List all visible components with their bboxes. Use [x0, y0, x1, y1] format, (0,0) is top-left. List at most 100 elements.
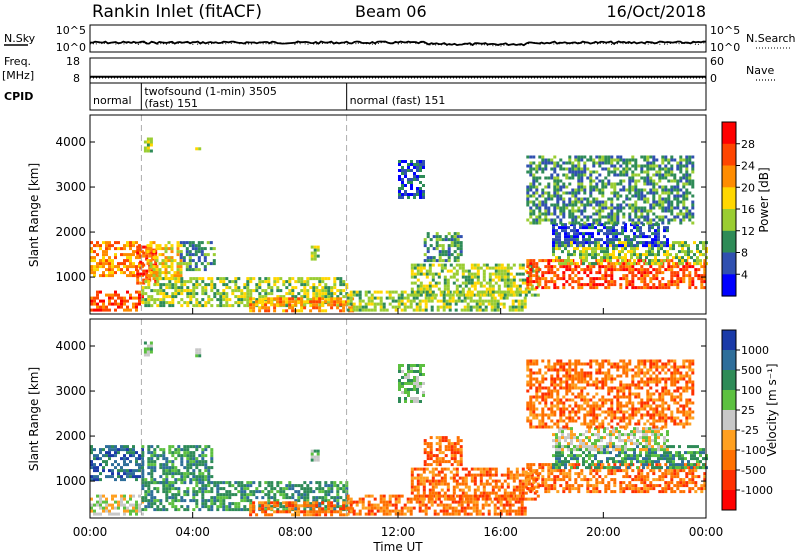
data-cell [550, 469, 553, 472]
data-cell [682, 159, 685, 162]
data-cell [672, 256, 675, 259]
data-cell [451, 253, 454, 256]
data-cell [457, 253, 460, 256]
data-cell [574, 222, 577, 225]
data-cell [640, 207, 643, 210]
data-cell [694, 286, 697, 289]
data-cell [458, 510, 461, 513]
data-cell [604, 177, 607, 180]
data-cell [501, 291, 504, 294]
data-cell [270, 496, 273, 499]
data-cell [252, 303, 255, 306]
data-cell [670, 271, 673, 274]
data-cell [419, 193, 422, 196]
data-cell [168, 301, 171, 304]
data-cell [258, 309, 261, 312]
data-cell [556, 207, 559, 210]
data-cell [99, 265, 102, 268]
data-cell [667, 162, 670, 165]
data-cell [682, 192, 685, 195]
data-cell [234, 481, 237, 484]
data-cell [550, 487, 553, 490]
data-cell [273, 309, 276, 312]
data-cell [624, 247, 627, 250]
data-cell [580, 171, 583, 174]
data-cell [330, 481, 333, 484]
data-cell [404, 184, 407, 187]
data-cell [678, 256, 681, 259]
data-cell [246, 295, 249, 298]
data-cell [567, 235, 570, 238]
data-cell [613, 216, 616, 219]
data-cell [144, 484, 147, 487]
data-cell [494, 510, 497, 513]
data-cell [649, 286, 652, 289]
data-cell [541, 201, 544, 204]
data-cell [317, 459, 320, 462]
data-cell [315, 513, 318, 516]
data-cell [210, 490, 213, 493]
data-cell [171, 265, 174, 268]
data-cell [99, 463, 102, 466]
data-cell [144, 496, 147, 499]
data-cell [510, 285, 513, 288]
data-cell [114, 495, 117, 498]
data-cell [628, 189, 631, 192]
data-cell [171, 247, 174, 250]
data-cell [243, 304, 246, 307]
data-cell [411, 270, 414, 273]
data-cell [105, 445, 108, 448]
data-cell [374, 306, 377, 309]
data-cell [386, 291, 389, 294]
data-cell [512, 303, 515, 306]
data-cell [664, 283, 667, 286]
data-cell [111, 469, 114, 472]
data-cell [640, 189, 643, 192]
data-cell [129, 244, 132, 247]
data-cell [102, 253, 105, 256]
data-cell [171, 295, 174, 298]
data-cell [315, 303, 318, 306]
data-cell [273, 501, 276, 504]
data-cell [291, 300, 294, 303]
data-cell [535, 165, 538, 168]
data-cell [558, 235, 561, 238]
data-cell [455, 309, 458, 312]
data-cell [108, 303, 111, 306]
data-cell [165, 256, 168, 259]
data-cell [201, 304, 204, 307]
data-cell [318, 487, 321, 490]
data-cell [407, 169, 410, 172]
data-cell [426, 291, 429, 294]
data-cell [306, 277, 309, 280]
data-cell [660, 247, 663, 250]
data-cell [583, 171, 586, 174]
data-cell [532, 478, 535, 481]
nave-label: Nave [746, 64, 774, 77]
data-cell [529, 487, 532, 490]
data-cell [171, 505, 174, 508]
data-cell [195, 457, 198, 460]
data-cell [389, 504, 392, 507]
data-cell [383, 306, 386, 309]
data-cell [699, 259, 702, 262]
data-cell [625, 162, 628, 165]
data-cell [111, 472, 114, 475]
data-cell [558, 256, 561, 259]
data-cell [102, 300, 105, 303]
data-cell [574, 159, 577, 162]
data-cell [691, 183, 694, 186]
data-cell [114, 478, 117, 481]
data-cell [574, 156, 577, 159]
data-cell [153, 451, 156, 454]
data-cell [123, 303, 126, 306]
data-cell [521, 300, 524, 303]
data-cell [696, 256, 699, 259]
data-cell [411, 477, 414, 480]
data-cell [643, 156, 646, 159]
data-cell [422, 190, 425, 193]
data-cell [666, 250, 669, 253]
data-cell [318, 309, 321, 312]
data-cell [547, 262, 550, 265]
data-cell [538, 204, 541, 207]
